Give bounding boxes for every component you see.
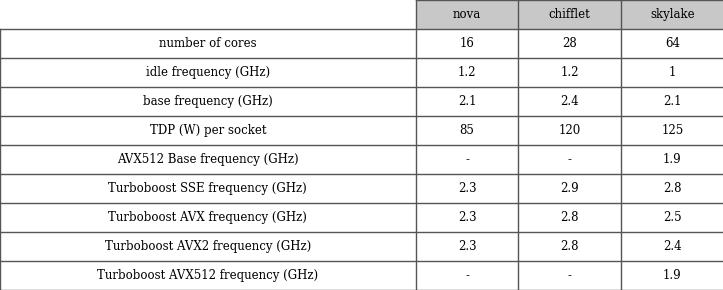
Text: 2.9: 2.9 <box>560 182 579 195</box>
Bar <box>518 145 621 174</box>
Bar <box>0 145 416 174</box>
Bar <box>0 58 416 87</box>
Text: Turboboost AVX frequency (GHz): Turboboost AVX frequency (GHz) <box>108 211 307 224</box>
Bar <box>416 203 518 232</box>
Bar <box>416 116 518 145</box>
Text: base frequency (GHz): base frequency (GHz) <box>143 95 273 108</box>
Bar <box>621 29 723 58</box>
Text: 2.4: 2.4 <box>663 240 682 253</box>
Text: 85: 85 <box>460 124 474 137</box>
Text: 1: 1 <box>669 66 676 79</box>
Bar <box>518 232 621 261</box>
Text: number of cores: number of cores <box>159 37 257 50</box>
Bar <box>416 29 518 58</box>
Text: -: - <box>465 269 469 282</box>
Bar <box>0 261 416 290</box>
Bar <box>621 0 723 29</box>
Text: 2.1: 2.1 <box>663 95 682 108</box>
Bar <box>518 87 621 116</box>
Text: 2.3: 2.3 <box>458 240 476 253</box>
Text: 2.8: 2.8 <box>560 211 579 224</box>
Text: AVX512 Base frequency (GHz): AVX512 Base frequency (GHz) <box>117 153 299 166</box>
Bar <box>518 0 621 29</box>
Bar <box>0 232 416 261</box>
Bar <box>518 29 621 58</box>
Bar <box>518 261 621 290</box>
Text: 2.8: 2.8 <box>560 240 579 253</box>
Text: 1.2: 1.2 <box>458 66 476 79</box>
Text: nova: nova <box>453 8 482 21</box>
Text: idle frequency (GHz): idle frequency (GHz) <box>146 66 270 79</box>
Text: 1.2: 1.2 <box>560 66 579 79</box>
Bar <box>0 0 416 29</box>
Text: 120: 120 <box>559 124 581 137</box>
Text: -: - <box>568 153 572 166</box>
Bar <box>518 203 621 232</box>
Bar <box>518 58 621 87</box>
Text: 2.4: 2.4 <box>560 95 579 108</box>
Text: 2.3: 2.3 <box>458 211 476 224</box>
Text: 2.8: 2.8 <box>663 182 682 195</box>
Bar <box>416 0 518 29</box>
Bar <box>621 232 723 261</box>
Bar <box>621 145 723 174</box>
Text: 2.3: 2.3 <box>458 182 476 195</box>
Bar <box>416 261 518 290</box>
Text: 2.1: 2.1 <box>458 95 476 108</box>
Bar <box>0 174 416 203</box>
Text: chifflet: chifflet <box>549 8 591 21</box>
Bar <box>621 116 723 145</box>
Bar <box>621 174 723 203</box>
Bar <box>0 29 416 58</box>
Text: Turboboost SSE frequency (GHz): Turboboost SSE frequency (GHz) <box>108 182 307 195</box>
Bar <box>416 87 518 116</box>
Bar <box>0 116 416 145</box>
Text: 1.9: 1.9 <box>663 269 682 282</box>
Text: -: - <box>465 153 469 166</box>
Text: 125: 125 <box>662 124 683 137</box>
Bar <box>416 174 518 203</box>
Text: TDP (W) per socket: TDP (W) per socket <box>150 124 266 137</box>
Bar <box>416 58 518 87</box>
Text: 1.9: 1.9 <box>663 153 682 166</box>
Text: 2.5: 2.5 <box>663 211 682 224</box>
Bar <box>416 232 518 261</box>
Bar <box>621 58 723 87</box>
Bar <box>518 174 621 203</box>
Bar <box>621 87 723 116</box>
Bar <box>0 87 416 116</box>
Bar <box>621 261 723 290</box>
Text: Turboboost AVX512 frequency (GHz): Turboboost AVX512 frequency (GHz) <box>98 269 318 282</box>
Text: -: - <box>568 269 572 282</box>
Text: skylake: skylake <box>650 8 695 21</box>
Text: 64: 64 <box>665 37 680 50</box>
Bar <box>621 203 723 232</box>
Text: 16: 16 <box>460 37 474 50</box>
Bar <box>518 116 621 145</box>
Bar <box>0 203 416 232</box>
Text: 28: 28 <box>562 37 577 50</box>
Bar <box>416 145 518 174</box>
Text: Turboboost AVX2 frequency (GHz): Turboboost AVX2 frequency (GHz) <box>105 240 311 253</box>
